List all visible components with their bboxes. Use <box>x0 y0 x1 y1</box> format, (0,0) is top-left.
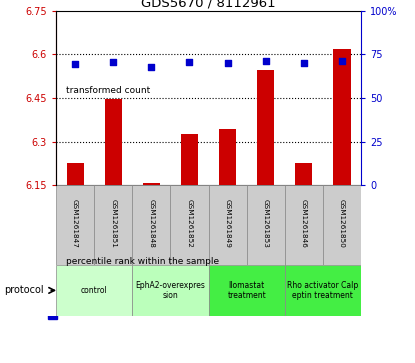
Text: GSM1261851: GSM1261851 <box>110 199 116 248</box>
Point <box>339 58 345 64</box>
Text: GSM1261849: GSM1261849 <box>225 199 231 248</box>
Point <box>300 60 307 66</box>
Point <box>110 60 117 65</box>
Text: Ilomastat
treatment: Ilomastat treatment <box>227 281 266 300</box>
Bar <box>66 163 84 185</box>
Text: protocol: protocol <box>4 285 44 295</box>
Bar <box>323 185 361 265</box>
Point <box>186 60 193 65</box>
Bar <box>247 185 285 265</box>
Bar <box>285 185 323 265</box>
Text: Rho activator Calp
eptin treatment: Rho activator Calp eptin treatment <box>287 281 359 300</box>
Bar <box>56 265 132 316</box>
Text: EphA2-overexpres
sion: EphA2-overexpres sion <box>135 281 205 300</box>
Bar <box>132 265 209 316</box>
Bar <box>219 129 236 185</box>
Text: GSM1261852: GSM1261852 <box>186 199 193 248</box>
Text: percentile rank within the sample: percentile rank within the sample <box>66 257 220 266</box>
Title: GDS5670 / 8112961: GDS5670 / 8112961 <box>141 0 276 10</box>
Text: GSM1261850: GSM1261850 <box>339 199 345 248</box>
Bar <box>209 185 247 265</box>
Bar <box>171 185 209 265</box>
Bar <box>48 25 57 152</box>
Bar <box>257 70 274 185</box>
Bar <box>295 163 312 185</box>
Bar <box>56 185 94 265</box>
Bar <box>285 265 361 316</box>
Bar <box>48 192 57 319</box>
Bar <box>143 183 160 185</box>
Text: GSM1261848: GSM1261848 <box>148 199 154 248</box>
Text: GSM1261853: GSM1261853 <box>263 199 269 248</box>
Text: GSM1261847: GSM1261847 <box>72 199 78 248</box>
Point <box>148 64 155 70</box>
Bar <box>209 265 285 316</box>
Point <box>224 60 231 66</box>
Text: control: control <box>81 286 107 295</box>
Point <box>72 61 78 67</box>
Bar <box>94 185 132 265</box>
Bar <box>333 49 351 185</box>
Bar <box>105 99 122 185</box>
Text: GSM1261846: GSM1261846 <box>301 199 307 248</box>
Bar <box>132 185 171 265</box>
Bar <box>181 134 198 185</box>
Text: transformed count: transformed count <box>66 86 151 95</box>
Point <box>262 58 269 64</box>
